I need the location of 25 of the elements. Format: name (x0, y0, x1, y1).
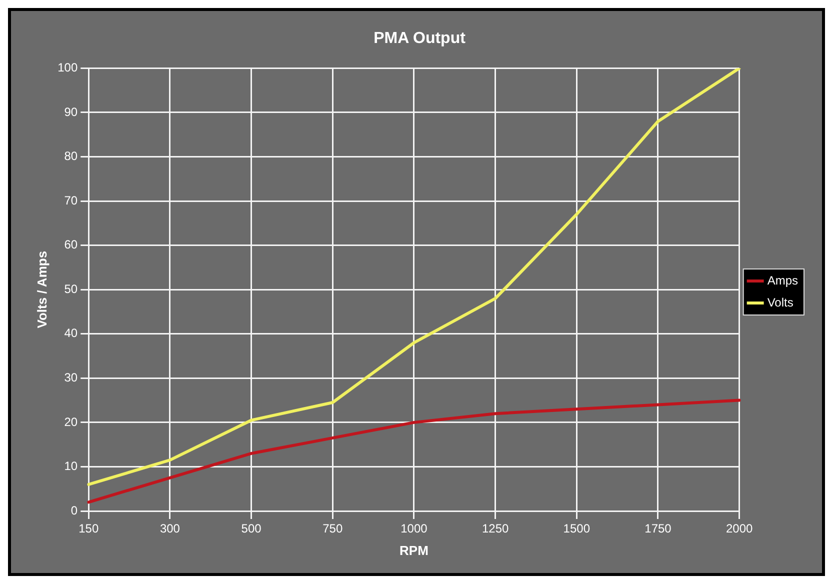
x-tick-label: 1750 (644, 522, 672, 536)
x-tick-label: 1000 (400, 522, 428, 536)
x-tick-label: 300 (160, 522, 180, 536)
y-tick-label: 100 (58, 60, 78, 75)
y-tick-label: 20 (64, 414, 78, 429)
y-tick-label: 90 (64, 104, 78, 119)
y-tick-label: 60 (64, 238, 78, 252)
y-tick-label: 80 (64, 149, 78, 164)
y-tick-label: 10 (64, 459, 78, 474)
y-axis-title: Volts / Amps (34, 250, 50, 328)
x-tick-label: 750 (322, 522, 343, 536)
y-tick-label: 30 (64, 370, 78, 384)
x-tick-label: 2000 (726, 522, 753, 536)
chart-title: PMA Output (374, 30, 466, 48)
x-axis-title: RPM (400, 542, 428, 558)
legend-label: Amps (767, 273, 798, 288)
y-tick-label: 70 (64, 193, 78, 208)
legend-label: Volts (767, 295, 794, 310)
y-tick-label: 40 (64, 326, 78, 340)
x-tick-label: 1250 (482, 522, 509, 536)
x-tick-label: 150 (78, 522, 99, 536)
y-tick-label: 50 (64, 282, 78, 296)
y-tick-label: 0 (70, 503, 78, 518)
x-tick-label: 500 (241, 522, 262, 536)
x-tick-label: 1500 (563, 522, 590, 536)
